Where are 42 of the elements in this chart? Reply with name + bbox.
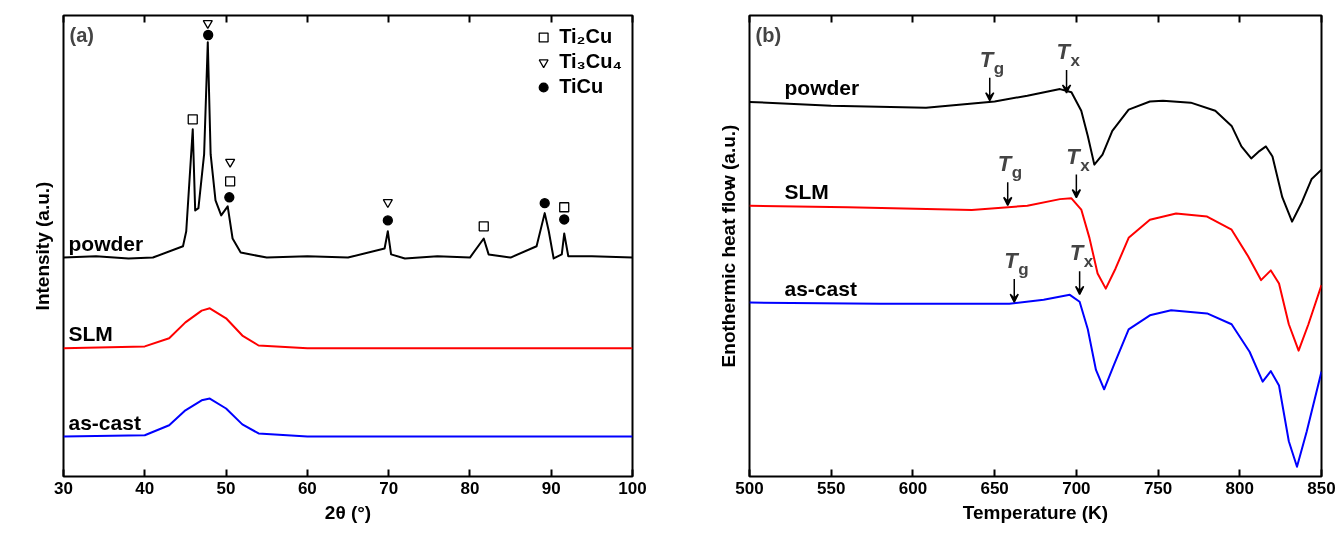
point xyxy=(382,199,393,209)
x-tick-label: 500 xyxy=(735,478,764,498)
x-tick-label: 60 xyxy=(297,478,317,498)
x-tick-label: 800 xyxy=(1225,478,1254,498)
x-tick-label: 750 xyxy=(1143,478,1173,498)
series-label: as-cast xyxy=(68,410,141,434)
point xyxy=(539,198,550,209)
series-label: SLM xyxy=(784,179,829,203)
point xyxy=(478,221,489,232)
point xyxy=(382,215,393,226)
legend-label: TiCu xyxy=(559,75,604,98)
point xyxy=(187,114,198,125)
y-axis-title: Intensity (a.u.) xyxy=(31,181,53,311)
series-label: SLM xyxy=(68,322,113,346)
legend-label: Ti₃Cu₄ xyxy=(559,50,622,73)
x-tick-label: 700 xyxy=(1062,478,1091,498)
x-tick-label: 100 xyxy=(618,478,647,498)
legend-label: Ti₂Cu xyxy=(559,25,613,48)
series-label: powder xyxy=(68,231,144,255)
x-tick-label: 30 xyxy=(54,478,73,498)
x-tick-label: 70 xyxy=(379,478,399,498)
series-label: powder xyxy=(784,75,860,99)
chart-title: (b) xyxy=(755,23,782,46)
x-tick-label: 90 xyxy=(541,478,561,498)
x-tick-label: 40 xyxy=(135,478,155,498)
series-label: as-cast xyxy=(784,276,857,300)
point xyxy=(203,29,214,41)
point xyxy=(202,19,213,30)
point xyxy=(224,176,236,187)
point xyxy=(559,202,570,213)
x-tick-label: 80 xyxy=(460,478,480,498)
x-tick-label: 50 xyxy=(216,478,236,498)
chart-title: (a) xyxy=(69,23,94,46)
x-tick-label: 550 xyxy=(817,478,846,498)
point xyxy=(559,214,570,225)
x-axis-title: 2θ (°) xyxy=(324,501,372,523)
x-tick-label: 600 xyxy=(898,478,928,498)
x-axis-title: Temperature (K) xyxy=(962,501,1109,523)
point xyxy=(224,192,235,203)
x-tick-label: 850 xyxy=(1307,478,1336,498)
x-tick-label: 650 xyxy=(980,478,1009,498)
point xyxy=(224,158,236,168)
